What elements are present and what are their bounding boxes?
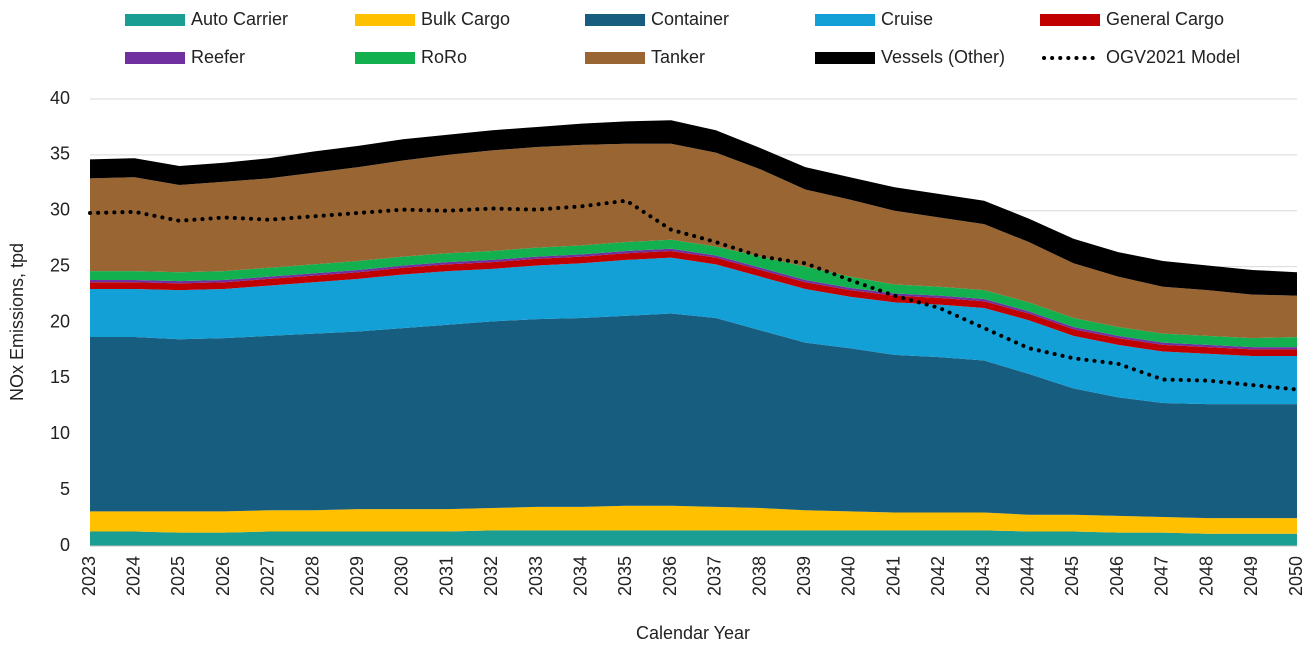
area [90, 313, 1297, 519]
x-tick-label: 2025 [168, 556, 188, 596]
legend-swatch [585, 14, 645, 26]
x-tick-label: 2033 [526, 556, 546, 596]
legend-swatch [585, 52, 645, 64]
legend-label: General Cargo [1106, 9, 1224, 29]
y-tick-label: 35 [50, 144, 70, 164]
legend-swatch [355, 14, 415, 26]
x-tick-label: 2042 [928, 556, 948, 596]
area [90, 143, 1297, 339]
legend-swatch [125, 52, 185, 64]
x-tick-label: 2031 [436, 556, 456, 596]
x-tick-label: 2035 [615, 556, 635, 596]
x-tick-label: 2041 [883, 556, 903, 596]
x-tick-label: 2046 [1107, 556, 1127, 596]
x-tick-label: 2027 [258, 556, 278, 596]
x-tick-label: 2047 [1152, 556, 1172, 596]
area [90, 120, 1297, 296]
x-tick-label: 2037 [705, 556, 725, 596]
legend-label: Container [651, 9, 729, 29]
legend-label: Auto Carrier [191, 9, 288, 29]
x-tick-label: 2032 [481, 556, 501, 596]
x-tick-label: 2049 [1241, 556, 1261, 596]
legend-label: RoRo [421, 47, 467, 67]
legend-label: Tanker [651, 47, 705, 67]
legend-label: Reefer [191, 47, 245, 67]
y-axis-title: NOx Emissions, tpd [7, 243, 27, 401]
legend-label: Cruise [881, 9, 933, 29]
legend-swatch [1040, 14, 1100, 26]
y-tick-label: 15 [50, 367, 70, 387]
x-tick-label: 2026 [213, 556, 233, 596]
x-tick-label: 2039 [794, 556, 814, 596]
y-tick-label: 5 [60, 479, 70, 499]
area [90, 257, 1297, 405]
x-tick-label: 2029 [347, 556, 367, 596]
y-tick-label: 10 [50, 423, 70, 443]
x-tick-label: 2023 [79, 556, 99, 596]
x-tick-label: 2038 [749, 556, 769, 596]
legend-swatch [355, 52, 415, 64]
line [88, 198, 1299, 392]
legend-label: Vessels (Other) [881, 47, 1005, 67]
legend-swatch [815, 52, 875, 64]
y-tick-label: 20 [50, 311, 70, 331]
x-tick-label: 2040 [839, 556, 859, 596]
x-tick-label: 2036 [660, 556, 680, 596]
x-tick-label: 2043 [973, 556, 993, 596]
x-tick-label: 2050 [1286, 556, 1306, 596]
legend-label: Bulk Cargo [421, 9, 510, 29]
area [90, 239, 1297, 348]
legend-swatch [815, 14, 875, 26]
x-tick-label: 2028 [302, 556, 322, 596]
x-tick-label: 2045 [1062, 556, 1082, 596]
x-tick-label: 2030 [392, 556, 412, 596]
x-tick-label: 2024 [123, 556, 143, 596]
y-tick-label: 0 [60, 535, 70, 555]
y-tick-label: 30 [50, 200, 70, 220]
y-tick-label: 40 [50, 88, 70, 108]
area [90, 250, 1297, 357]
x-tick-label: 2044 [1018, 556, 1038, 596]
x-axis-title: Calendar Year [636, 623, 750, 643]
legend-swatch [125, 14, 185, 26]
x-tick-label: 2048 [1196, 556, 1216, 596]
area [90, 530, 1297, 546]
legend-label: OGV2021 Model [1106, 47, 1240, 67]
y-tick-label: 25 [50, 255, 70, 275]
x-tick-label: 2034 [570, 556, 590, 596]
area [90, 505, 1297, 534]
